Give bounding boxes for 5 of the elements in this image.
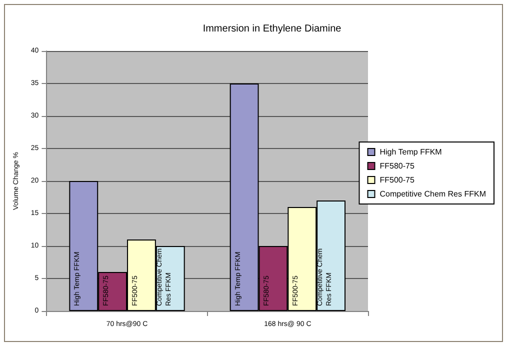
legend-label: FF500-75: [380, 176, 415, 184]
legend-label: High Temp FFKM: [380, 148, 442, 156]
legend-label: Competitive Chem Res FFKM: [380, 190, 486, 198]
legend-label: FF580-75: [380, 162, 415, 170]
chart-title: Immersion in Ethylene Diamine: [202, 24, 342, 34]
